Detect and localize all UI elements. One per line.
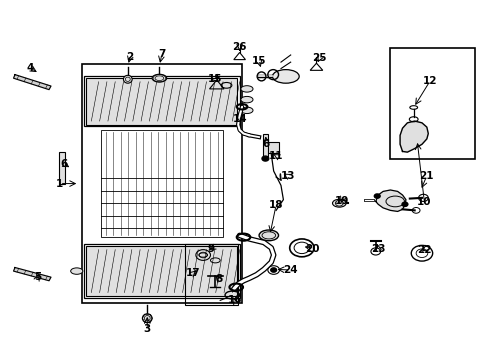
- Text: 1: 1: [56, 179, 63, 189]
- Text: 4: 4: [27, 63, 34, 73]
- Text: 16: 16: [227, 296, 242, 305]
- Bar: [185, 244, 237, 305]
- Text: 6: 6: [60, 159, 67, 169]
- Text: 9: 9: [207, 244, 215, 253]
- Ellipse shape: [259, 230, 278, 241]
- Bar: [86, 78, 237, 125]
- Text: 5: 5: [34, 272, 41, 282]
- Bar: [86, 246, 237, 296]
- Ellipse shape: [332, 199, 346, 207]
- Text: 18: 18: [268, 200, 283, 210]
- Bar: [84, 244, 239, 298]
- Text: 3: 3: [143, 324, 151, 334]
- Text: 24: 24: [283, 265, 297, 275]
- Ellipse shape: [241, 96, 252, 103]
- Text: 2: 2: [126, 52, 134, 62]
- Text: 7: 7: [158, 49, 165, 59]
- Polygon shape: [375, 190, 405, 211]
- Circle shape: [262, 156, 268, 161]
- Polygon shape: [14, 75, 51, 90]
- Text: 20: 20: [305, 244, 319, 253]
- Text: 8: 8: [215, 274, 222, 284]
- Text: 11: 11: [268, 151, 283, 161]
- Text: 10: 10: [416, 197, 431, 207]
- Circle shape: [401, 202, 407, 206]
- Circle shape: [270, 268, 276, 272]
- Text: 25: 25: [312, 53, 326, 63]
- Bar: [101, 130, 222, 237]
- Ellipse shape: [142, 314, 152, 323]
- Bar: [264, 143, 278, 153]
- Circle shape: [373, 194, 379, 198]
- Text: 12: 12: [422, 76, 437, 86]
- Ellipse shape: [152, 74, 166, 82]
- Text: 22: 22: [416, 245, 431, 255]
- Ellipse shape: [272, 69, 299, 83]
- Ellipse shape: [71, 268, 82, 274]
- Ellipse shape: [241, 86, 252, 92]
- Text: 15: 15: [251, 57, 266, 66]
- Polygon shape: [14, 267, 51, 281]
- Text: 13: 13: [281, 171, 295, 181]
- Bar: [263, 134, 267, 157]
- Polygon shape: [399, 121, 427, 152]
- Text: 21: 21: [419, 171, 433, 181]
- Ellipse shape: [123, 75, 132, 83]
- Bar: [389, 48, 474, 158]
- Bar: [59, 152, 64, 184]
- Text: 17: 17: [186, 268, 201, 278]
- Text: 14: 14: [232, 113, 246, 123]
- Text: 26: 26: [232, 42, 246, 52]
- Text: 23: 23: [370, 244, 385, 253]
- Text: 19: 19: [334, 196, 348, 206]
- Ellipse shape: [241, 107, 252, 113]
- Bar: [81, 64, 242, 303]
- Text: 15: 15: [208, 74, 222, 84]
- Bar: [84, 76, 239, 126]
- Text: 6: 6: [262, 139, 269, 149]
